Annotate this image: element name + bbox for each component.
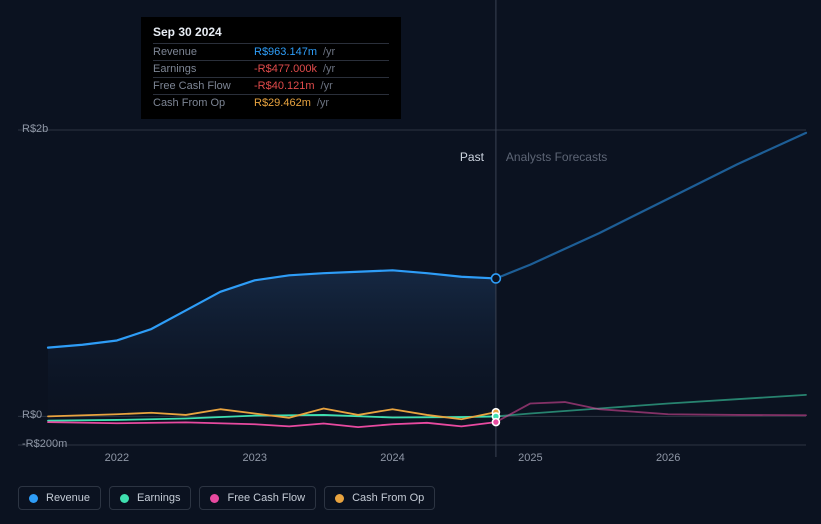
tooltip-rows: Revenue R$963.147m/yr Earnings -R$477.000k /…	[153, 43, 389, 111]
tooltip-row-suffix: /yr	[317, 97, 329, 109]
tooltip-row-label: Revenue	[153, 46, 248, 58]
legend-label: Cash From Op	[352, 492, 424, 504]
tooltip-row-label: Free Cash Flow	[153, 80, 248, 92]
tooltip-row: Cash From Op R$29.462m/yr	[153, 94, 389, 111]
y-axis-label: R$2b	[22, 123, 48, 135]
legend-swatch-free_cash_flow	[210, 494, 219, 503]
svg-text:2022: 2022	[105, 452, 129, 464]
legend-label: Revenue	[46, 492, 90, 504]
tooltip-row-value: -R$40.121m	[254, 80, 315, 92]
chart-tooltip: Sep 30 2024 RevenueR$963.147m/yrEarnings…	[141, 17, 401, 119]
tooltip-row-suffix: /yr	[323, 63, 335, 75]
tooltip-row-suffix: /yr	[323, 46, 335, 58]
legend-swatch-cash_from_op	[335, 494, 344, 503]
legend-swatch-earnings	[120, 494, 129, 503]
svg-text:2023: 2023	[242, 452, 266, 464]
tooltip-row: Free Cash Flow -R$40.121m/yr	[153, 77, 389, 94]
y-axis-label: -R$200m	[22, 438, 67, 450]
financial-chart: 2022 2023 2024 2025 2026 Sep 30 2024 Revenue…	[0, 0, 821, 524]
tooltip-row-value: R$963.147m	[254, 46, 317, 58]
svg-text:2026: 2026	[656, 452, 680, 464]
legend-swatch-revenue	[29, 494, 38, 503]
legend-free_cash_flow[interactable]: Free Cash Flow	[199, 486, 316, 510]
tooltip-row-label: Cash From Op	[153, 97, 248, 109]
chart-svg[interactable]: 2022 2023 2024 2025 2026	[0, 0, 821, 524]
forecast-label: Analysts Forecasts	[506, 150, 607, 164]
tooltip-row: Revenue R$963.147m/yr	[153, 43, 389, 60]
past-label: Past	[460, 150, 484, 164]
tooltip-row-suffix: /yr	[321, 80, 333, 92]
tooltip-row-label: Earnings	[153, 63, 248, 75]
legend-bar: Revenue Earnings Free Cash Flow Cash From O…	[18, 486, 435, 510]
legend-earnings[interactable]: Earnings	[109, 486, 191, 510]
tooltip-row-value: R$29.462m	[254, 97, 311, 109]
legend-label: Free Cash Flow	[227, 492, 305, 504]
svg-text:2024: 2024	[380, 452, 404, 464]
legend-revenue[interactable]: Revenue	[18, 486, 101, 510]
y-axis-label: R$0	[22, 409, 42, 421]
tooltip-row-value: -R$477.000k	[254, 63, 317, 75]
tooltip-row: Earnings -R$477.000k/yr	[153, 60, 389, 77]
legend-label: Earnings	[137, 492, 180, 504]
legend-cash_from_op[interactable]: Cash From Op	[324, 486, 435, 510]
svg-text:2025: 2025	[518, 452, 542, 464]
tooltip-date: Sep 30 2024	[153, 25, 389, 39]
